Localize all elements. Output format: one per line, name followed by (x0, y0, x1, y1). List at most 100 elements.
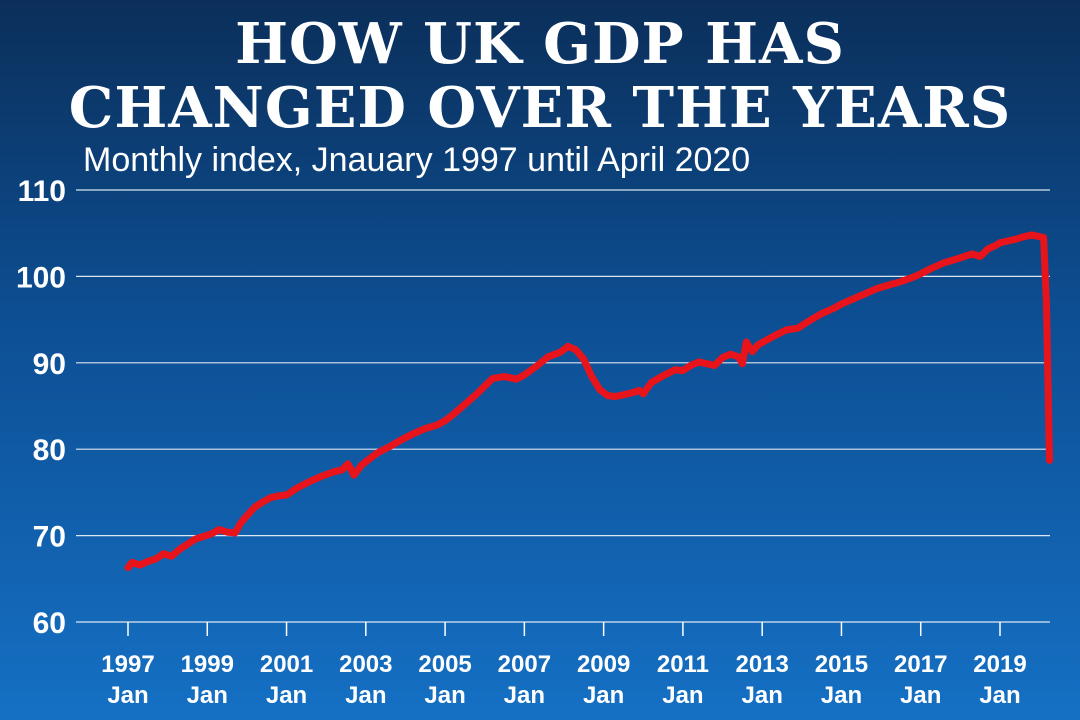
x-tick-month: Jan (266, 682, 307, 709)
series-layer (124, 231, 1053, 572)
gdp-data-point (275, 492, 282, 500)
gdp-data-point (897, 278, 905, 285)
gdp-data-point (1004, 237, 1012, 245)
gdp-data-point (755, 341, 762, 348)
gdp-data-point (604, 392, 611, 399)
gdp-data-point (743, 338, 750, 346)
gdp-data-point (208, 530, 215, 538)
gdp-data-point (969, 250, 976, 258)
gdp-data-point (243, 512, 251, 519)
gdp-data-point (1040, 234, 1047, 241)
gdp-data-point (338, 466, 346, 474)
gdp-data-point (283, 491, 290, 499)
gdp-data-point (806, 317, 813, 324)
gdp-data-point (941, 259, 948, 266)
x-tick-year: 2015 (815, 651, 868, 678)
gdp-data-point (640, 390, 647, 398)
x-tick-month: Jan (662, 682, 703, 709)
gdp-data-point (679, 367, 687, 374)
gdp-data-point (267, 494, 274, 501)
x-tick-year: 2011 (657, 651, 709, 678)
gdp-data-point (782, 326, 790, 334)
y-tick-label: 100 (16, 261, 66, 294)
gdp-data-point (953, 255, 960, 263)
x-tick-month: Jan (424, 682, 465, 709)
gdp-data-point (596, 386, 603, 393)
gdp-data-point (366, 455, 373, 462)
gdp-data-point (481, 382, 488, 390)
gdp-data-point (128, 559, 136, 566)
gdp-data-point (862, 290, 869, 297)
gdp-data-point (659, 372, 667, 379)
y-tick-label: 110 (18, 175, 66, 208)
chart-title: HOW UK GDP HAS CHANGED OVER THE YEARS (0, 12, 1080, 140)
gdp-data-point (850, 295, 857, 303)
gdp-data-point (977, 253, 984, 260)
x-tick-month: Jan (187, 682, 228, 709)
gdp-data-point (749, 348, 756, 355)
x-tick-month: Jan (345, 682, 386, 709)
y-tick-label: 70 (33, 521, 66, 554)
gdp-data-point (473, 390, 480, 398)
gdp-data-point (762, 337, 770, 344)
gdp-data-point (1046, 457, 1053, 464)
title-line-2: CHANGED OVER THE YEARS (68, 75, 1012, 141)
x-tick-year: 2003 (339, 651, 392, 678)
gdp-data-point (319, 472, 326, 480)
gdp-data-point (295, 484, 302, 491)
gdp-data-point (410, 430, 417, 437)
x-tick-month: Jan (504, 682, 545, 709)
gdp-data-point (703, 360, 710, 367)
gdp-data-point (176, 546, 183, 553)
y-axis-ticks: 60 70 80 90 100 110 (16, 175, 66, 640)
gdp-data-point (449, 411, 457, 418)
x-tick-year: 1997 (101, 651, 154, 678)
x-tick-month: Jan (900, 682, 941, 709)
gdp-data-point (237, 519, 245, 526)
gdp-data-point (873, 285, 881, 292)
title-line-1: HOW UK GDP HAS (235, 11, 845, 77)
gdp-data-point (358, 461, 366, 468)
gdp-data-point (711, 362, 718, 369)
gdp-data-point (719, 354, 726, 361)
gdp-data-point (917, 270, 924, 277)
gdp-data-point (513, 376, 520, 383)
gdp-data-point (533, 363, 540, 370)
gdp-data-point (727, 351, 734, 358)
gdp-data-point (612, 393, 619, 400)
y-tick-label: 90 (33, 348, 66, 381)
gdp-data-point (160, 550, 167, 557)
gdp-data-point (521, 371, 528, 379)
gdp-data-point (961, 253, 968, 260)
gdp-data-point (996, 239, 1004, 246)
gdp-data-point (192, 535, 199, 543)
gdp-data-point (374, 449, 381, 456)
gdp-data-point (838, 300, 845, 308)
gdp-data-point (572, 346, 580, 353)
gdp-data-point (184, 541, 191, 548)
grid-layer (76, 189, 1050, 623)
gdp-data-point (251, 503, 258, 511)
x-axis-ticks: 1997 Jan 1999 Jan 2001 Jan 2003 Jan 2005 Jan 2007 J… (101, 622, 1027, 709)
gdp-data-point (687, 362, 694, 369)
gdp-data-point (1043, 299, 1050, 306)
gdp-data-point (344, 460, 352, 468)
x-tick-month: Jan (107, 682, 148, 709)
gdp-data-point (330, 468, 338, 475)
gdp-data-point (216, 526, 223, 533)
gdp-data-point (200, 533, 207, 540)
gdp-data-point (735, 353, 742, 360)
gdp-data-point (544, 353, 552, 360)
gdp-data-point (124, 564, 132, 571)
gdp-data-point (885, 281, 893, 289)
gdp-data-point (1028, 231, 1035, 239)
x-tick-year: 2001 (260, 651, 313, 678)
gdp-series-line (124, 231, 1053, 572)
gdp-data-point (929, 264, 936, 271)
x-tick-year: 2009 (577, 651, 630, 678)
gdp-data-point (152, 555, 159, 563)
gdp-data-point (909, 274, 916, 281)
gdp-data-point (168, 553, 175, 560)
gdp-data-point (648, 379, 655, 386)
gdp-data-point (1012, 236, 1020, 243)
